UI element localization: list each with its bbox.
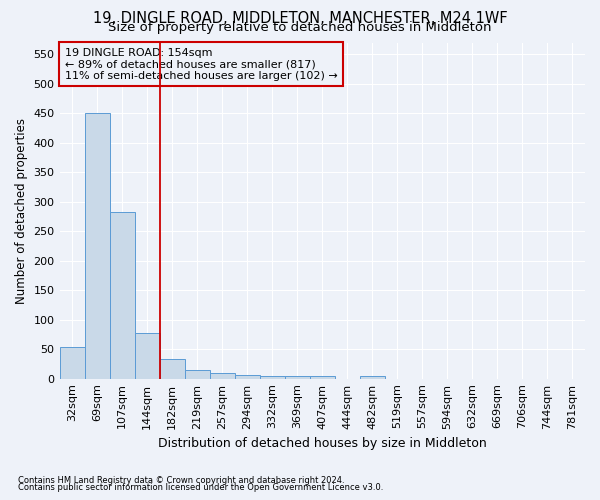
Bar (185, 370, 209, 378)
Bar (360, 376, 385, 378)
Text: Contains public sector information licensed under the Open Government Licence v3: Contains public sector information licen… (18, 483, 383, 492)
Bar (160, 359, 185, 378)
Bar (260, 376, 285, 378)
Text: Size of property relative to detached houses in Middleton: Size of property relative to detached ho… (108, 22, 492, 35)
X-axis label: Distribution of detached houses by size in Middleton: Distribution of detached houses by size … (158, 437, 487, 450)
Bar (134, 334, 160, 378)
Bar (59, 348, 85, 378)
Text: 19 DINGLE ROAD: 154sqm
← 89% of detached houses are smaller (817)
11% of semi-de: 19 DINGLE ROAD: 154sqm ← 89% of detached… (65, 48, 338, 80)
Bar (285, 376, 310, 378)
Y-axis label: Number of detached properties: Number of detached properties (15, 118, 28, 304)
Bar (110, 212, 134, 378)
Bar (209, 373, 235, 378)
Bar (310, 376, 335, 378)
Bar (235, 375, 260, 378)
Text: Contains HM Land Registry data © Crown copyright and database right 2024.: Contains HM Land Registry data © Crown c… (18, 476, 344, 485)
Text: 19, DINGLE ROAD, MIDDLETON, MANCHESTER, M24 1WF: 19, DINGLE ROAD, MIDDLETON, MANCHESTER, … (92, 11, 508, 26)
Bar (85, 114, 110, 378)
